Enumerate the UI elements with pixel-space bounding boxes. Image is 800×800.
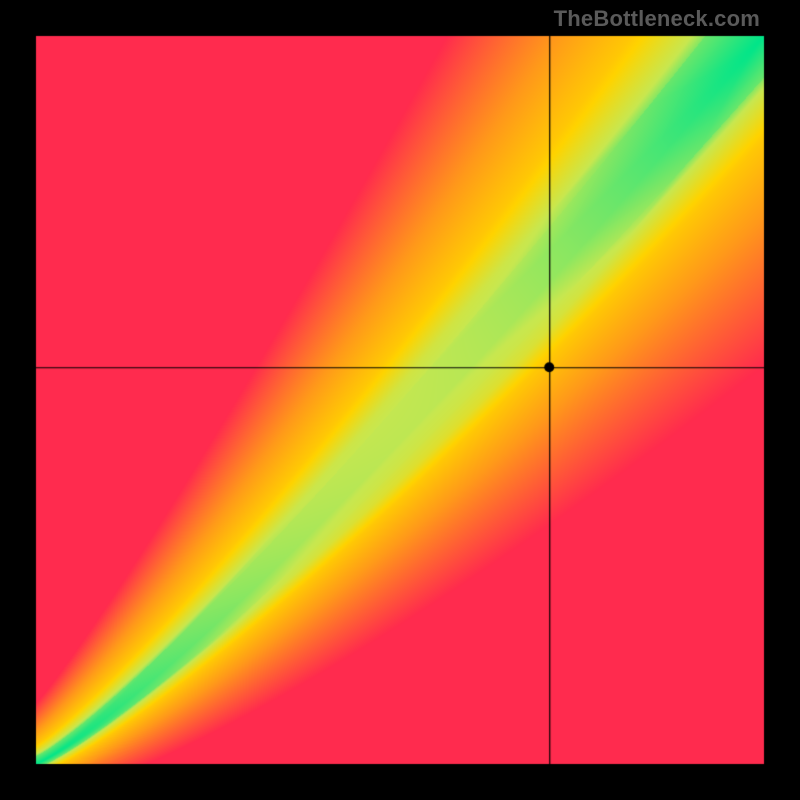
- chart-container: TheBottleneck.com: [0, 0, 800, 800]
- watermark-text: TheBottleneck.com: [554, 6, 760, 32]
- bottleneck-heatmap-canvas: [0, 0, 800, 800]
